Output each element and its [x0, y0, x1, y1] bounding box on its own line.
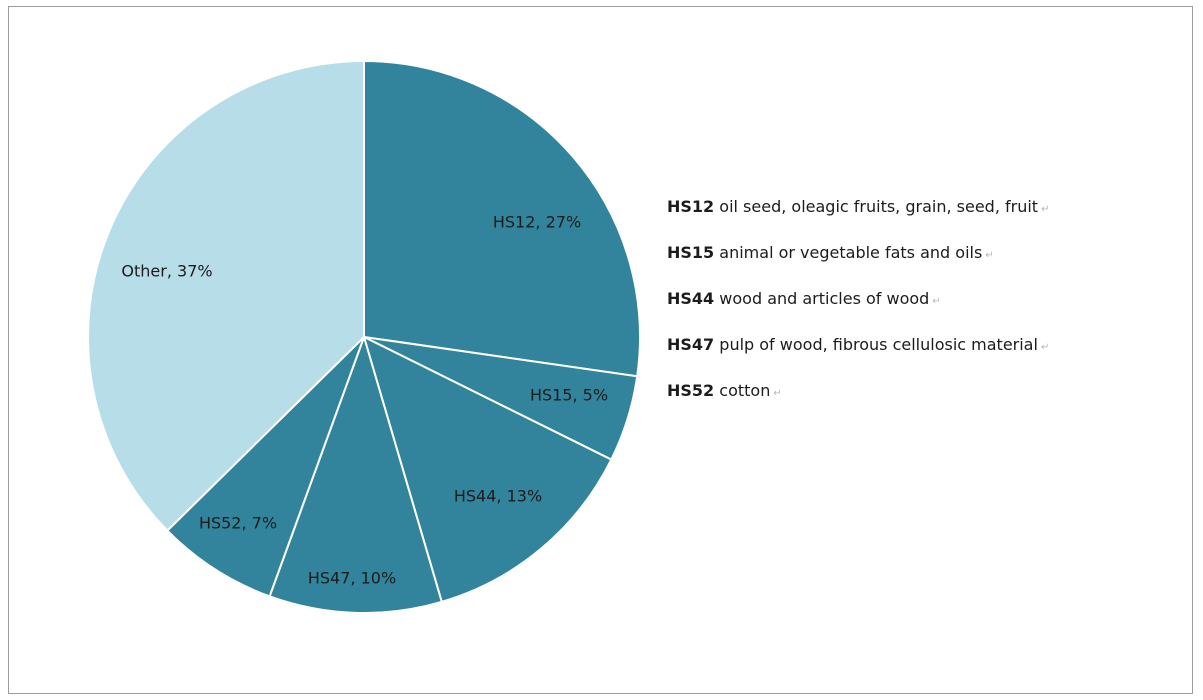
- paragraph-mark-icon: ↵: [985, 250, 994, 261]
- legend-item-hs15: HS15 animal or vegetable fats and oils ↵: [667, 241, 1049, 287]
- legend-item-hs52: HS52 cotton ↵: [667, 379, 1049, 425]
- paragraph-mark-icon: ↵: [1041, 204, 1050, 215]
- legend-code: HS44: [667, 289, 715, 308]
- paragraph-mark-icon: ↵: [932, 296, 941, 307]
- legend-code: HS12: [667, 197, 715, 216]
- data-label-hs12: HS12, 27%: [493, 213, 581, 232]
- legend-code: HS15: [667, 243, 715, 262]
- legend: HS12 oil seed, oleagic fruits, grain, se…: [667, 195, 1049, 425]
- legend-text: cotton: [719, 381, 771, 400]
- data-label-hs52: HS52, 7%: [199, 514, 277, 533]
- pie-slice-hs52: [165, 336, 365, 598]
- pie-chart: HS12, 27% HS15, 5% HS44, 13% HS47, 10% HS52,…: [87, 59, 641, 614]
- data-label-other: Other, 37%: [121, 262, 212, 281]
- legend-code: HS47: [667, 335, 715, 354]
- pie-slice-hs44: [362, 335, 613, 604]
- chart-frame: HS12, 27% HS15, 5% HS44, 13% HS47, 10% HS52,…: [8, 6, 1193, 694]
- legend-text: animal or vegetable fats and oils: [719, 243, 983, 262]
- pie-slice-hs47: [268, 333, 444, 614]
- legend-text: oil seed, oleagic fruits, grain, seed, f…: [719, 197, 1039, 216]
- data-label-hs15: HS15, 5%: [530, 386, 608, 405]
- paragraph-mark-icon: ↵: [773, 388, 782, 399]
- paragraph-mark-icon: ↵: [1040, 342, 1050, 353]
- data-label-hs44: HS44, 13%: [454, 487, 542, 506]
- legend-code: HS52: [667, 381, 715, 400]
- pie-slice-other: [87, 59, 365, 533]
- legend-item-hs47: HS47 pulp of wood, fibrous cellulosic ma…: [667, 333, 1049, 379]
- legend-text: pulp of wood, fibrous cellulosic materia…: [719, 335, 1038, 354]
- pie-slice-hs12: [363, 59, 641, 378]
- data-label-hs47: HS47, 10%: [308, 569, 396, 588]
- legend-text: wood and articles of wood: [719, 289, 930, 308]
- legend-item-hs12: HS12 oil seed, oleagic fruits, grain, se…: [667, 195, 1049, 241]
- legend-item-hs44: HS44 wood and articles of wood ↵: [667, 287, 1049, 333]
